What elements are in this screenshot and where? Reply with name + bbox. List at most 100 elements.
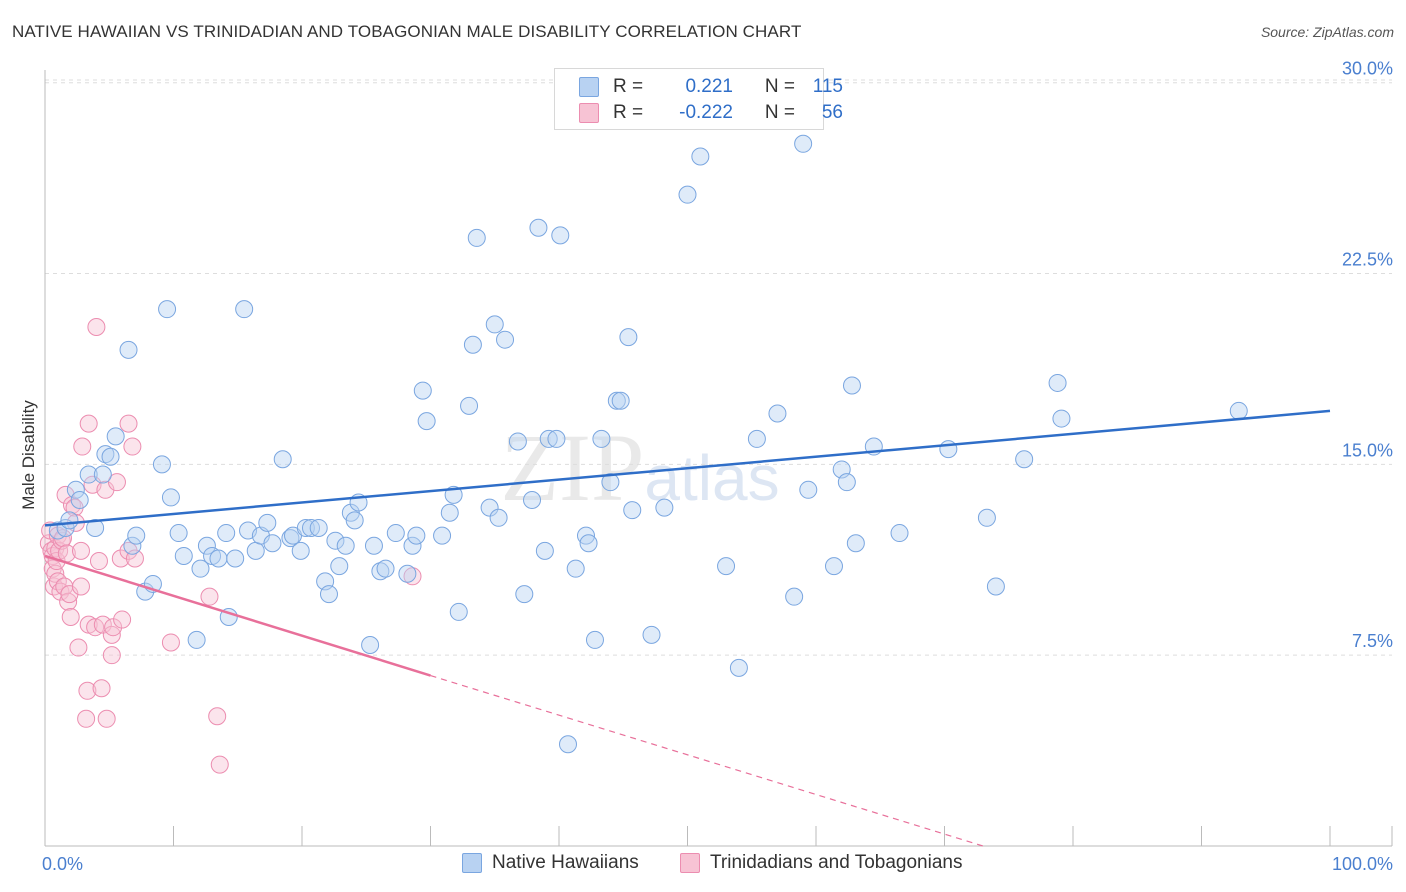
trinidadian-point — [73, 437, 92, 456]
native-hawaiian-point — [717, 557, 736, 576]
trinidadian-point — [102, 625, 121, 644]
native-hawaiian-point — [319, 585, 338, 604]
trinidadian-point — [92, 679, 111, 698]
native-hawaiian-point — [386, 524, 405, 543]
native-hawaiian-point — [547, 429, 566, 448]
trinidadian-point — [87, 317, 106, 336]
native-hawaiian-point — [174, 546, 193, 565]
trinidadian-point — [97, 709, 116, 728]
native-hawaiian-point — [226, 549, 245, 568]
native-hawaiian-point — [842, 376, 861, 395]
trinidadian-point — [102, 646, 121, 665]
native-hawaiian-point — [607, 391, 626, 410]
correlation-legend: R = 0.221 N = 115 R = -0.222 N = 56 — [554, 68, 843, 130]
r-value: 0.221 — [685, 76, 733, 97]
legend-label: Trinidadians and Tobagonians — [710, 852, 963, 873]
native-hawaiian-point — [799, 480, 818, 499]
native-hawaiian-point — [361, 636, 380, 655]
n-label: N = — [764, 102, 795, 123]
native-hawaiian-point — [309, 518, 328, 537]
native-hawaiian-point — [551, 226, 570, 245]
trinidadian-point — [107, 473, 126, 492]
axes — [44, 70, 1393, 847]
trinidadian-point — [71, 541, 90, 560]
native-hawaiian-point — [169, 524, 188, 543]
trinidadian-point — [56, 485, 75, 504]
native-hawaiian-point — [364, 536, 383, 555]
native-hawaiian-point — [301, 518, 320, 537]
native-hawaiian-point — [601, 473, 620, 492]
legend-row-trinidadians: R = -0.222 N = 56 — [579, 101, 843, 125]
native-hawaiian-point — [489, 508, 508, 527]
native-hawaiian-point — [592, 429, 611, 448]
r-label: R = — [613, 102, 644, 123]
trinidadian-point — [210, 755, 229, 774]
n-label: N = — [764, 76, 795, 97]
native-hawaiian-point — [246, 541, 265, 560]
native-hawaiian-point — [291, 541, 310, 560]
x-tick-label: 100.0% — [1332, 854, 1393, 874]
trinidadian-point — [123, 437, 142, 456]
trinidadian-point — [61, 608, 80, 627]
trinidadian-point — [208, 707, 227, 726]
trinidadian-point — [119, 414, 138, 433]
y-tick-label: 22.5% — [1342, 250, 1393, 270]
y-tick-label: 30.0% — [1342, 59, 1393, 79]
y-tick-labels: 7.5% 15.0% 22.5% 30.0% — [1342, 59, 1393, 651]
native-hawaiian-point — [539, 429, 558, 448]
y-tick-label: 15.0% — [1342, 440, 1393, 460]
native-hawaiian-point — [330, 557, 349, 576]
r-value: -0.222 — [679, 102, 733, 123]
trinidadian-point — [93, 615, 112, 634]
native-hawaiian-point — [460, 396, 479, 415]
trinidadian-point — [200, 587, 219, 606]
trinidadian-point — [78, 681, 97, 700]
native-hawaiian-point — [296, 518, 315, 537]
native-hawaiian-point — [1048, 373, 1067, 392]
native-hawaiian-point — [837, 473, 856, 492]
trinidadian-point — [403, 567, 422, 586]
native-hawaiian-point — [485, 315, 504, 334]
native-hawaiian-point — [161, 488, 180, 507]
native-hawaiian-point — [939, 440, 958, 459]
native-hawaiian-point — [463, 335, 482, 354]
trinidadian-point — [69, 638, 88, 657]
native-hawaiian-point — [515, 585, 534, 604]
native-hawaiian-point — [336, 536, 355, 555]
native-hawaiian-point — [585, 630, 604, 649]
native-hawaiian-point — [93, 465, 112, 484]
blue-swatch-icon — [579, 77, 599, 97]
r-label: R = — [613, 76, 644, 97]
pink-swatch-icon — [680, 853, 700, 873]
blue-swatch-icon — [462, 853, 482, 873]
y-axis-label: Male Disability — [19, 400, 38, 510]
chart-title: NATIVE HAWAIIAN VS TRINIDADIAN AND TOBAG… — [12, 22, 802, 41]
trinidadian-point — [111, 549, 130, 568]
trend-lines — [44, 409, 1331, 847]
native-hawaiian-point — [655, 498, 674, 517]
native-hawaiian-point — [70, 490, 89, 509]
native-hawaiian-point — [523, 490, 542, 509]
native-hawaiian-point — [529, 218, 548, 237]
native-hawaiian-point — [96, 445, 115, 464]
native-hawaiian-point — [217, 524, 236, 543]
native-hawaiian-point — [566, 559, 585, 578]
native-hawaiian-point — [480, 498, 499, 517]
native-hawaiian-point — [768, 404, 787, 423]
native-hawaiian-point — [101, 447, 120, 466]
native-hawaiian-point — [579, 534, 598, 553]
trinidadian-point — [161, 633, 180, 652]
native-hawaiian-point — [127, 526, 146, 545]
native-hawaiian-point — [417, 412, 436, 431]
native-hawaiian-point — [535, 541, 554, 560]
native-hawaiian-point — [785, 587, 804, 606]
native-hawaiian-point — [642, 625, 661, 644]
watermark: ZIPatlas — [500, 414, 779, 521]
native-hawaiian-point — [66, 480, 85, 499]
native-hawaiian-point — [977, 508, 996, 527]
native-hawaiian-point — [158, 300, 177, 319]
native-hawaiian-point — [60, 511, 79, 530]
native-hawaiian-point — [611, 391, 630, 410]
native-hawaiian-point — [729, 658, 748, 677]
native-hawaiian-point — [79, 465, 98, 484]
